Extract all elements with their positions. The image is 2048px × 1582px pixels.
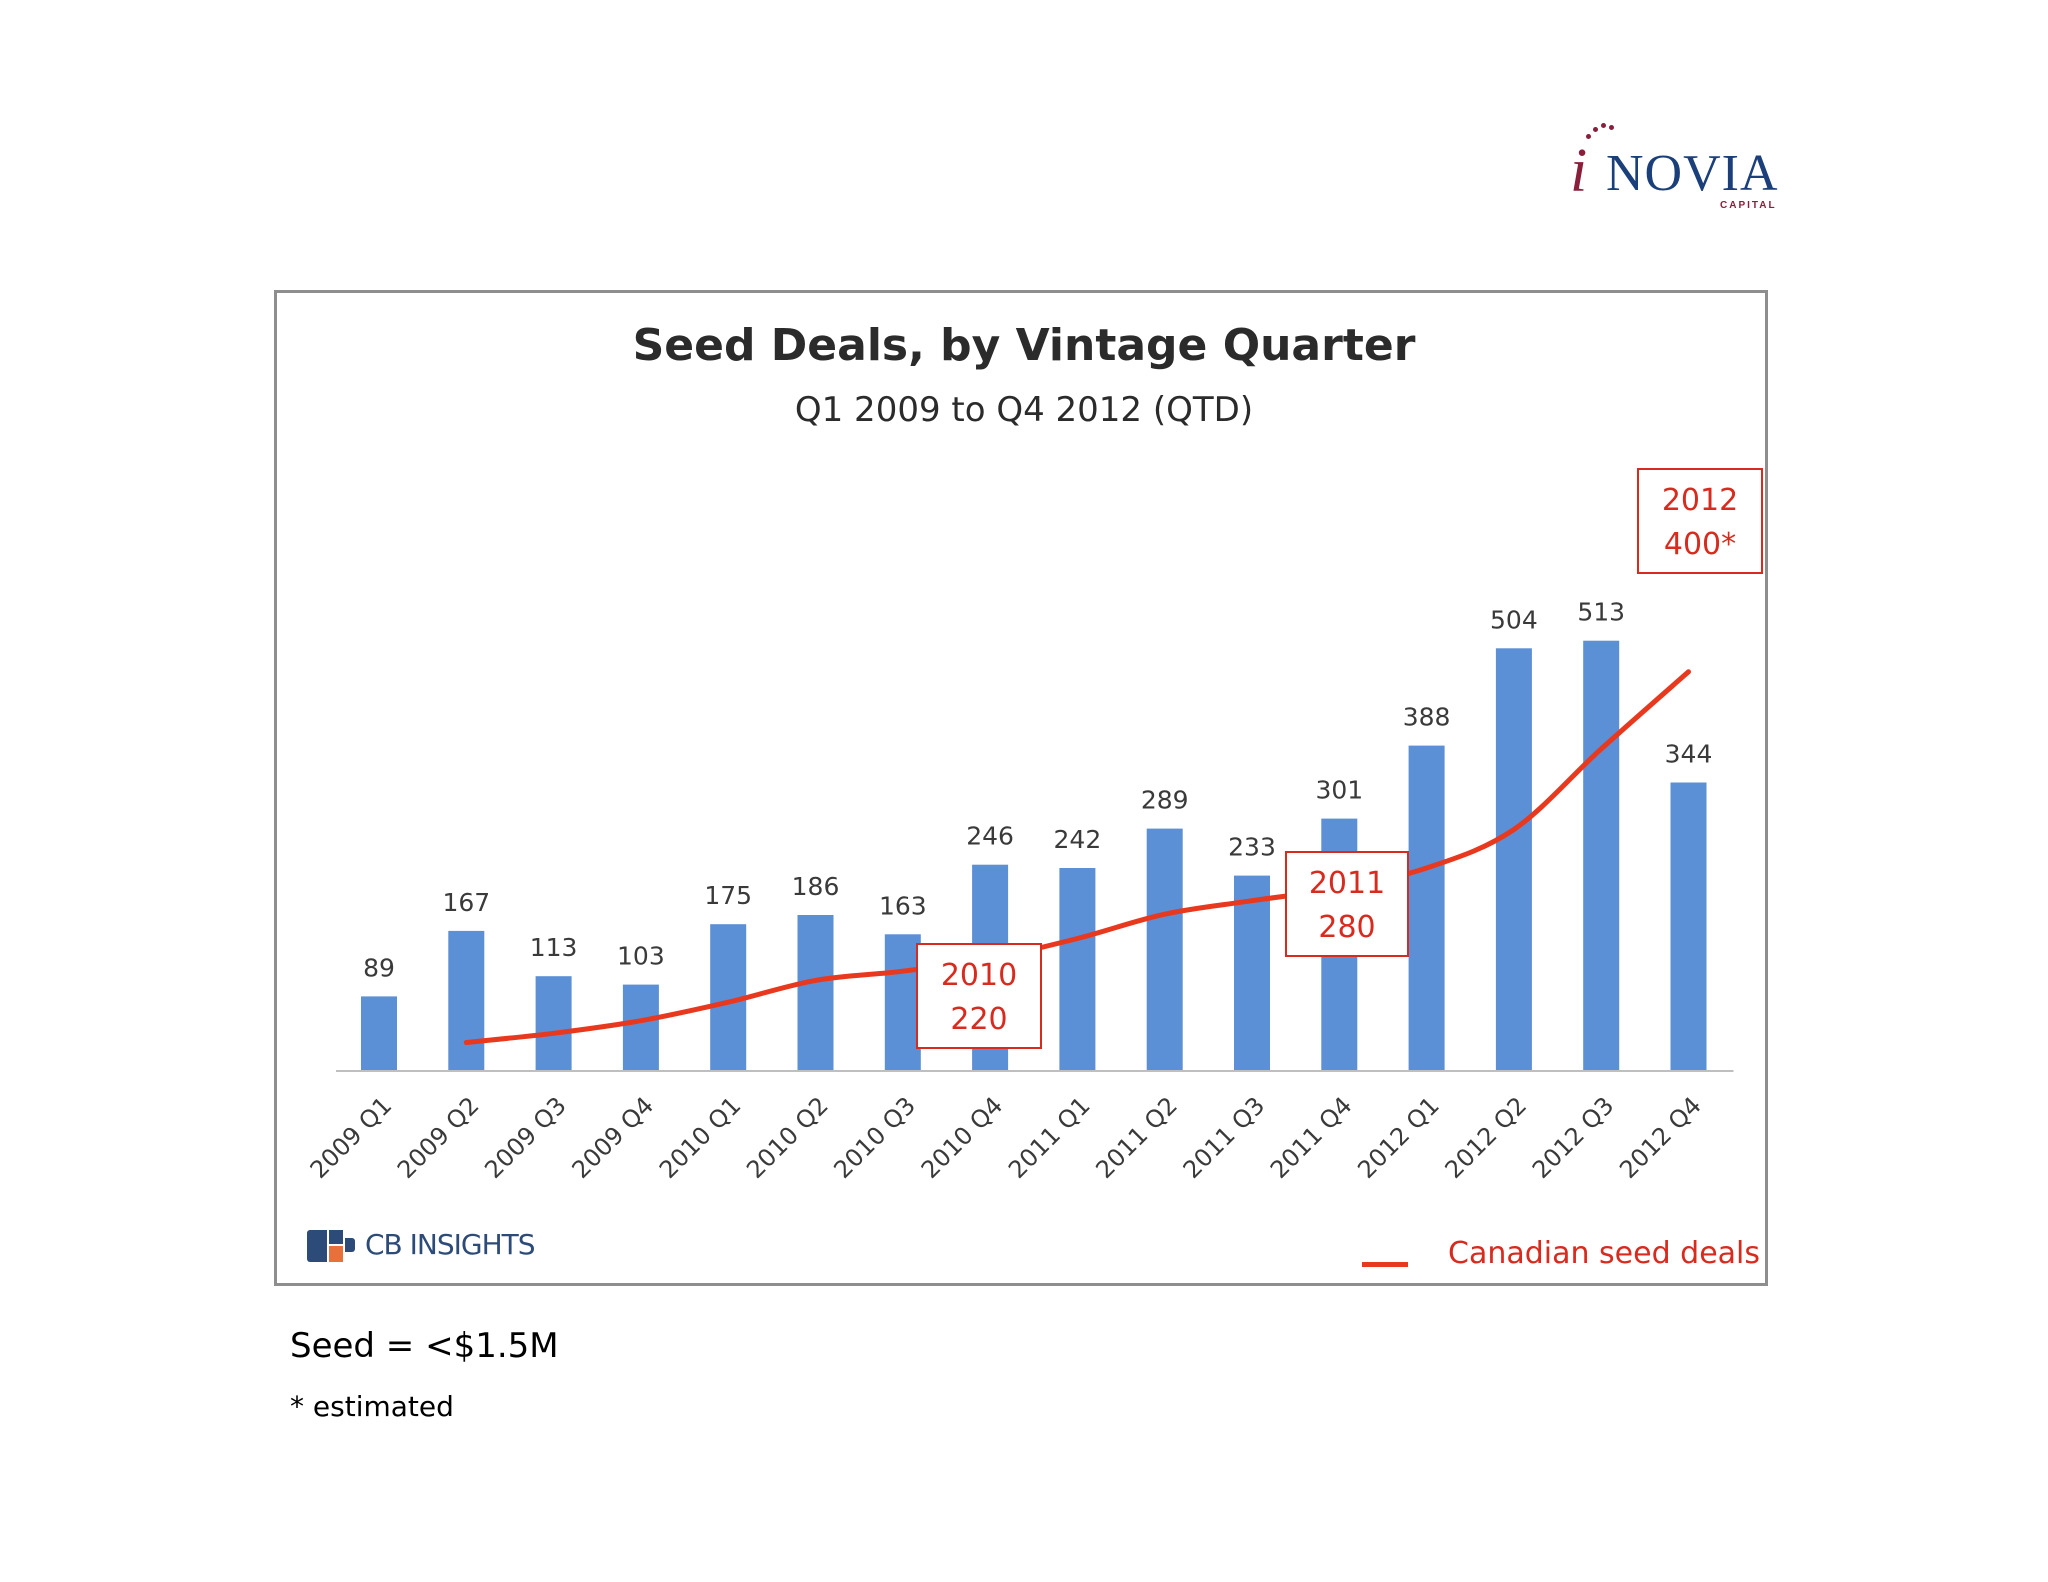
logo-dots-icon [1584,122,1614,142]
x-tick-2012-q4: 2012 Q4 [1614,1091,1707,1184]
seed-definition-note: Seed = <$1.5M [290,1326,559,1366]
annotation-box-2010 [916,943,1042,1049]
legend: Canadian seed deals [1362,1236,1762,1276]
bar-2009-q4 [622,984,659,1071]
logo-mark: i [1570,137,1588,205]
legend-swatch-line [1362,1262,1408,1267]
value-label-2012-q4: 344 [1665,740,1713,769]
annotation-2010: 2010 220 [916,943,1042,1049]
value-label-2010-q1: 175 [704,881,752,910]
annotation-year-2012: 2012 [1662,483,1738,518]
x-tick-2009-q4: 2009 Q4 [567,1091,660,1184]
bar-2009-q1 [361,996,397,1071]
value-label-2009-q2: 167 [442,888,490,917]
x-tick-2012-q3: 2012 Q3 [1527,1091,1620,1184]
x-tick-2011-q1: 2011 Q1 [1003,1091,1096,1184]
bar-2012-q3 [1583,640,1620,1071]
bar-2011-q3 [1234,875,1270,1071]
annotation-box-2012 [1637,468,1763,574]
chart-subtitle: Q1 2009 to Q4 2012 (QTD) [794,390,1254,430]
x-tick-2009-q1: 2009 Q1 [305,1091,398,1184]
x-tick-2009-q2: 2009 Q2 [392,1091,485,1184]
canadian-seed-deals-line [463,669,1691,1045]
cb-insights-mark-icon [307,1226,357,1262]
value-label-2010-q2: 186 [792,872,840,901]
annotation-2012: 2012 400* [1637,468,1763,574]
chart-title: Seed Deals, by Vintage Quarter [632,320,1416,371]
annotation-box-2011 [1285,851,1409,957]
source-label: CB INSIGHTS [365,1228,536,1261]
value-label-2012-q3: 513 [1577,598,1625,627]
value-label-2011-q2: 289 [1141,786,1189,815]
x-tick-2010-q3: 2010 Q3 [829,1091,922,1184]
inovia-capital-logo: i NOVIA CAPITAL [1570,122,1800,212]
bar-2010-q3 [884,934,921,1071]
bar-2009-q2 [448,930,485,1071]
value-label-2011-q1: 242 [1054,825,1102,854]
x-tick-2011-q2: 2011 Q2 [1090,1091,1183,1184]
value-label-2009-q3: 113 [530,933,578,962]
x-tick-2010-q4: 2010 Q4 [916,1091,1009,1184]
bar-2012-q4 [1670,782,1707,1071]
value-label-2012-q1: 388 [1403,703,1451,732]
bar-2011-q2 [1146,828,1183,1071]
annotation-year-2010: 2010 [941,958,1017,993]
annotation-year-2011: 2011 [1309,866,1385,901]
logo-word: NOVIA [1606,145,1779,202]
x-tick-2010-q2: 2010 Q2 [741,1091,834,1184]
x-tick-2010-q1: 2010 Q1 [654,1091,747,1184]
value-label-2012-q2: 504 [1490,605,1538,634]
value-label-2011-q3: 233 [1228,833,1276,862]
value-label-2009-q4: 103 [617,942,665,971]
bar-2010-q2 [797,915,834,1071]
x-tick-2009-q3: 2009 Q3 [479,1091,572,1184]
annotation-value-2010: 220 [950,1002,1007,1037]
x-tick-2011-q3: 2011 Q3 [1178,1091,1271,1184]
bar-2012-q1 [1408,745,1445,1071]
x-tick-2012-q2: 2012 Q2 [1440,1091,1533,1184]
cb-insights-logo: CB INSIGHTS [307,1226,536,1262]
annotation-2011: 2011 280 [1285,851,1409,957]
estimated-note: * estimated [290,1390,454,1423]
legend-label: Canadian seed deals [1448,1236,1761,1271]
x-tick-2011-q4: 2011 Q4 [1265,1091,1358,1184]
annotation-value-2011: 280 [1318,910,1375,945]
bar-2011-q1 [1059,868,1096,1071]
value-label-2010-q4: 246 [966,822,1014,851]
logo-subtitle: CAPITAL [1720,200,1777,211]
bar-2012-q2 [1495,648,1532,1071]
value-label-2011-q4: 301 [1315,776,1363,805]
x-tick-2012-q1: 2012 Q1 [1352,1091,1445,1184]
value-label-2009-q1: 89 [363,953,395,982]
value-label-2010-q3: 163 [879,891,927,920]
bar-2009-q3 [535,976,572,1071]
annotation-value-2012: 400* [1664,527,1736,562]
